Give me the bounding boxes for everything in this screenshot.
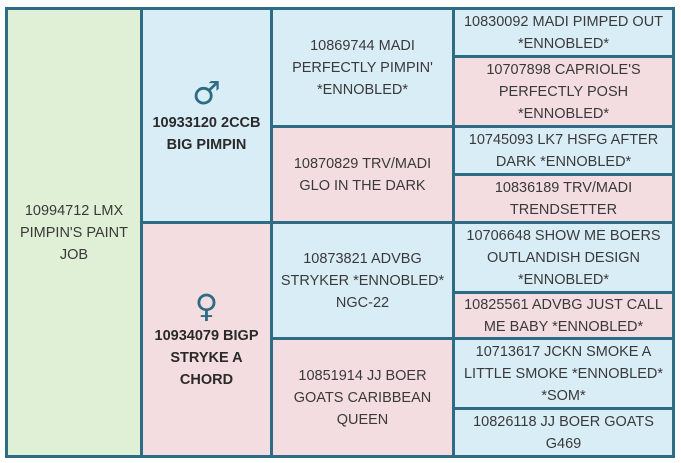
sire-name: 10933120 2CCB BIG PIMPIN: [152, 114, 261, 153]
great-grandparent: 10713617 JCKN SMOKE A LITTLE SMOKE *ENNO…: [455, 340, 672, 407]
great-grandparent-name: 10825561 ADVBG JUST CALL ME BABY *ENNOBL…: [464, 296, 663, 335]
sire-sire: 10869744 MADI PERFECTLY PIMPIN' *ENNOBLE…: [273, 10, 452, 125]
dam-sire-name: 10873821 ADVBG STRYKER *ENNOBLED* NGC-22: [280, 250, 445, 311]
female-symbol-icon: ♀: [194, 286, 219, 325]
subject-animal: 10994712 LMX PIMPIN'S PAINT JOB: [8, 10, 140, 455]
dam: ♀ 10934079 BIGP STRYKE A CHORD: [143, 224, 270, 455]
sire-dam-name: 10870829 TRV/MADI GLO IN THE DARK: [293, 155, 432, 194]
subject-name: 10994712 LMX PIMPIN'S PAINT JOB: [19, 202, 129, 263]
great-grandparent-name: 10836189 TRV/MADI TRENDSETTER: [494, 179, 633, 218]
great-grandparent-name: 10713617 JCKN SMOKE A LITTLE SMOKE *ENNO…: [463, 343, 664, 404]
great-grandparent-name: 10826118 JJ BOER GOATS G469: [473, 413, 654, 452]
sire-dam: 10870829 TRV/MADI GLO IN THE DARK: [273, 128, 452, 221]
great-grandparent-name: 10830092 MADI PIMPED OUT *ENNOBLED*: [463, 13, 664, 52]
great-grandparent: 10707898 CAPRIOLE'S PERFECTLY POSH *ENNO…: [455, 58, 672, 125]
great-grandparent: 10825561 ADVBG JUST CALL ME BABY *ENNOBL…: [455, 294, 672, 337]
great-grandparent: 10706648 SHOW ME BOERS OUTLANDISH DESIGN…: [455, 224, 672, 291]
great-grandparent-name: 10707898 CAPRIOLE'S PERFECTLY POSH *ENNO…: [486, 61, 641, 122]
sire: ♂ 10933120 2CCB BIG PIMPIN: [143, 10, 270, 221]
great-grandparent: 10830092 MADI PIMPED OUT *ENNOBLED*: [455, 10, 672, 55]
pedigree-chart: 10994712 LMX PIMPIN'S PAINT JOB ♂ 109331…: [5, 7, 675, 458]
male-symbol-icon: ♂: [192, 73, 221, 112]
dam-dam: 10851914 JJ BOER GOATS CARIBBEAN QUEEN: [273, 340, 452, 455]
great-grandparent-name: 10745093 LK7 HSFG AFTER DARK *ENNOBLED*: [468, 131, 659, 170]
dam-sire: 10873821 ADVBG STRYKER *ENNOBLED* NGC-22: [273, 224, 452, 337]
great-grandparent-name: 10706648 SHOW ME BOERS OUTLANDISH DESIGN…: [466, 227, 661, 288]
sire-sire-name: 10869744 MADI PERFECTLY PIMPIN' *ENNOBLE…: [292, 37, 433, 98]
great-grandparent: 10836189 TRV/MADI TRENDSETTER: [455, 176, 672, 221]
great-grandparent: 10745093 LK7 HSFG AFTER DARK *ENNOBLED*: [455, 128, 672, 173]
dam-dam-name: 10851914 JJ BOER GOATS CARIBBEAN QUEEN: [293, 367, 432, 428]
dam-name: 10934079 BIGP STRYKE A CHORD: [154, 327, 259, 388]
great-grandparent: 10826118 JJ BOER GOATS G469: [455, 410, 672, 455]
